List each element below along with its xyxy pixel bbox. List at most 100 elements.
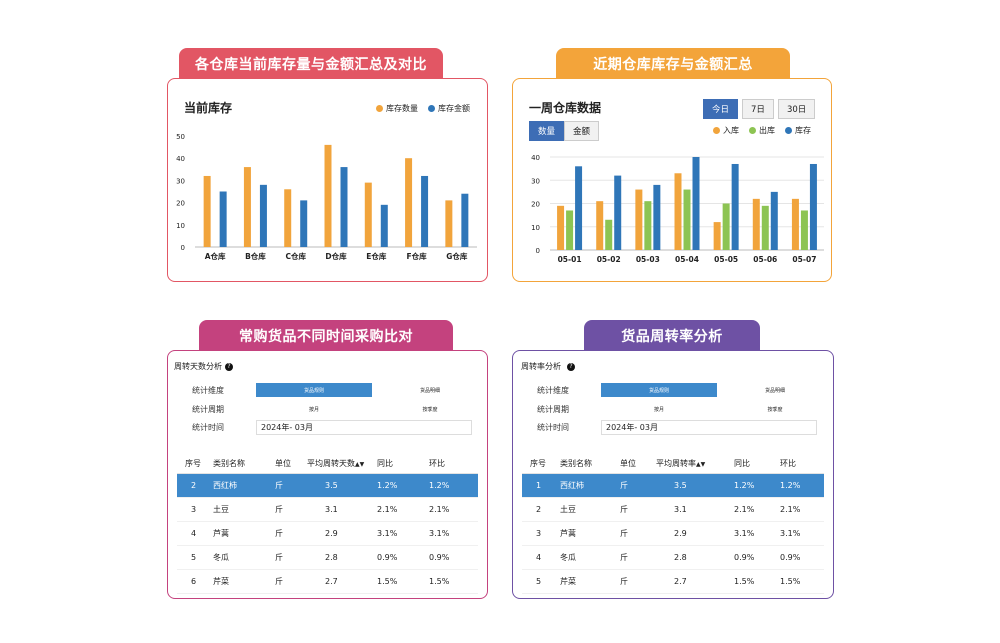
chart-title: 当前库存 bbox=[184, 101, 233, 115]
row-avg: 2.9 bbox=[656, 521, 734, 546]
table-row[interactable]: 1 西红柿斤 3.5 1.2% 1.2% bbox=[522, 473, 824, 498]
bar bbox=[259, 184, 267, 247]
help-icon[interactable]: ? bbox=[567, 362, 575, 371]
legend-label: 库存数量 bbox=[386, 104, 418, 113]
row-index: 3 bbox=[177, 497, 213, 522]
dimension-option-rule[interactable]: 货品规则 bbox=[256, 383, 372, 397]
bar bbox=[644, 201, 652, 250]
dimension-option-detail[interactable]: 货品明细 bbox=[764, 387, 785, 394]
row-index: 2 bbox=[522, 497, 560, 522]
x-tick-label: 05-02 bbox=[597, 255, 621, 264]
table-row[interactable]: 5 冬瓜斤 2.8 0.9% 0.9% bbox=[177, 545, 478, 570]
period-option-quarter[interactable]: 按季度 bbox=[422, 406, 438, 413]
y-tick-label: 0 bbox=[181, 244, 185, 252]
legend-item-out: 出库 bbox=[749, 125, 775, 136]
dimension-option-rule[interactable]: 货品规则 bbox=[601, 383, 717, 397]
bar bbox=[752, 198, 760, 250]
turnover-days-table: 序号 类别名称 单位 平均周转天数▲▼ 同比 环比 2 西红柿斤 3.5 1.2% 1.… bbox=[177, 455, 478, 594]
tab-recent-inventory: 近期仓库库存与金额汇总 bbox=[556, 48, 790, 80]
table-row[interactable]: 2 西红柿斤 3.5 1.2% 1.2% bbox=[177, 473, 478, 498]
metric-qty-button[interactable]: 数量 bbox=[529, 121, 565, 141]
legend-label: 库存金额 bbox=[438, 104, 470, 113]
table-row[interactable]: 4 冬瓜斤 2.8 0.9% 0.9% bbox=[522, 545, 824, 570]
row-mom: 1.2% bbox=[429, 473, 478, 498]
table-header: 序号 类别名称 单位 平均周转天数▲▼ 同比 环比 bbox=[177, 455, 478, 474]
period-option-month[interactable]: 按月 bbox=[653, 406, 664, 413]
table-row[interactable]: 4 芦蒿斤 2.9 3.1% 3.1% bbox=[177, 521, 478, 546]
row-yoy: 3.1% bbox=[734, 521, 780, 546]
col-avg-days-label: 平均周转天数 bbox=[307, 459, 355, 469]
col-avg-rate[interactable]: 平均周转率▲▼ bbox=[656, 455, 734, 474]
x-tick-label: 05-07 bbox=[792, 255, 816, 264]
period-label: 统计周期 bbox=[537, 404, 569, 414]
time-input[interactable]: 2024年- 03月 bbox=[601, 420, 817, 435]
bar bbox=[722, 203, 730, 250]
col-unit: 单位 bbox=[620, 455, 656, 474]
row-mom: 1.5% bbox=[429, 569, 478, 594]
inventory-bar-chart: 0 10 20 30 40 50 A仓库 B仓库 C仓库 D仓库 E仓库 F仓库 G仓库 bbox=[176, 133, 477, 261]
x-tick-label: 05-04 bbox=[675, 255, 699, 264]
bar bbox=[445, 200, 453, 247]
bar bbox=[575, 166, 583, 250]
row-name: 芦蒿 bbox=[560, 521, 620, 546]
legend-label: 库存 bbox=[795, 126, 811, 135]
section-subtitle: 周转率分析 ? bbox=[521, 361, 575, 372]
x-tick-label: D仓库 bbox=[325, 251, 347, 261]
legend-label: 入库 bbox=[723, 126, 739, 135]
sort-icon[interactable]: ▲▼ bbox=[355, 461, 365, 469]
row-avg: 3.5 bbox=[307, 473, 377, 498]
row-avg: 2.7 bbox=[656, 569, 734, 594]
row-avg: 2.8 bbox=[656, 545, 734, 570]
col-yoy: 同比 bbox=[734, 455, 780, 474]
section-subtitle: 周转天数分析 ? bbox=[174, 361, 233, 372]
row-index: 3 bbox=[522, 521, 560, 546]
row-index: 5 bbox=[177, 545, 213, 570]
bar bbox=[380, 204, 388, 247]
row-mom: 3.1% bbox=[429, 521, 478, 546]
table-row[interactable]: 2 土豆斤 3.1 2.1% 2.1% bbox=[522, 497, 824, 522]
range-30d-button[interactable]: 30日 bbox=[777, 99, 816, 119]
dimension-row: 统计维度 货品规则 货品明细 bbox=[537, 383, 833, 397]
bar bbox=[566, 210, 574, 250]
time-row: 统计时间 2024年- 03月 bbox=[537, 420, 817, 435]
x-tick-label: 05-03 bbox=[636, 255, 660, 264]
col-avg-days[interactable]: 平均周转天数▲▼ bbox=[307, 455, 377, 474]
range-today-button[interactable]: 今日 bbox=[703, 99, 739, 119]
metric-amount-button[interactable]: 金额 bbox=[564, 121, 600, 141]
row-avg: 3.1 bbox=[307, 497, 377, 522]
row-index: 2 bbox=[177, 473, 213, 498]
y-tick-label: 30 bbox=[176, 177, 185, 185]
col-name: 类别名称 bbox=[560, 455, 620, 474]
legend-dot bbox=[713, 127, 720, 134]
legend-dot bbox=[749, 127, 756, 134]
row-mom: 1.2% bbox=[780, 473, 824, 498]
bar bbox=[674, 173, 682, 250]
table-row[interactable]: 6 芹菜斤 2.7 1.5% 1.5% bbox=[177, 569, 478, 594]
bar bbox=[653, 184, 661, 250]
subtitle-text: 周转率分析 bbox=[521, 362, 561, 371]
table-row[interactable]: 3 土豆斤 3.1 2.1% 2.1% bbox=[177, 497, 478, 522]
bar bbox=[731, 163, 739, 250]
row-name: 芹菜 bbox=[560, 569, 620, 594]
bar bbox=[692, 157, 700, 250]
bar bbox=[461, 193, 469, 247]
dimension-option-detail[interactable]: 货品明细 bbox=[419, 387, 440, 394]
bar bbox=[243, 167, 251, 247]
row-mom: 3.1% bbox=[780, 521, 824, 546]
time-input[interactable]: 2024年- 03月 bbox=[256, 420, 472, 435]
table-row[interactable]: 5 芹菜斤 2.7 1.5% 1.5% bbox=[522, 569, 824, 594]
row-index: 5 bbox=[522, 569, 560, 594]
bar bbox=[761, 205, 769, 250]
row-index: 1 bbox=[522, 473, 560, 498]
range-7d-button[interactable]: 7日 bbox=[742, 99, 774, 119]
tab-turnover-rate: 货品周转率分析 bbox=[584, 320, 760, 352]
period-label: 统计周期 bbox=[192, 404, 224, 414]
period-option-quarter[interactable]: 按季度 bbox=[767, 406, 783, 413]
bar bbox=[596, 201, 604, 250]
table-row[interactable]: 3 芦蒿斤 2.9 3.1% 3.1% bbox=[522, 521, 824, 546]
sort-icon[interactable]: ▲▼ bbox=[696, 461, 706, 469]
row-name: 芦蒿 bbox=[213, 521, 275, 546]
period-option-month[interactable]: 按月 bbox=[308, 406, 319, 413]
help-icon[interactable]: ? bbox=[225, 362, 233, 371]
row-name: 芹菜 bbox=[213, 569, 275, 594]
